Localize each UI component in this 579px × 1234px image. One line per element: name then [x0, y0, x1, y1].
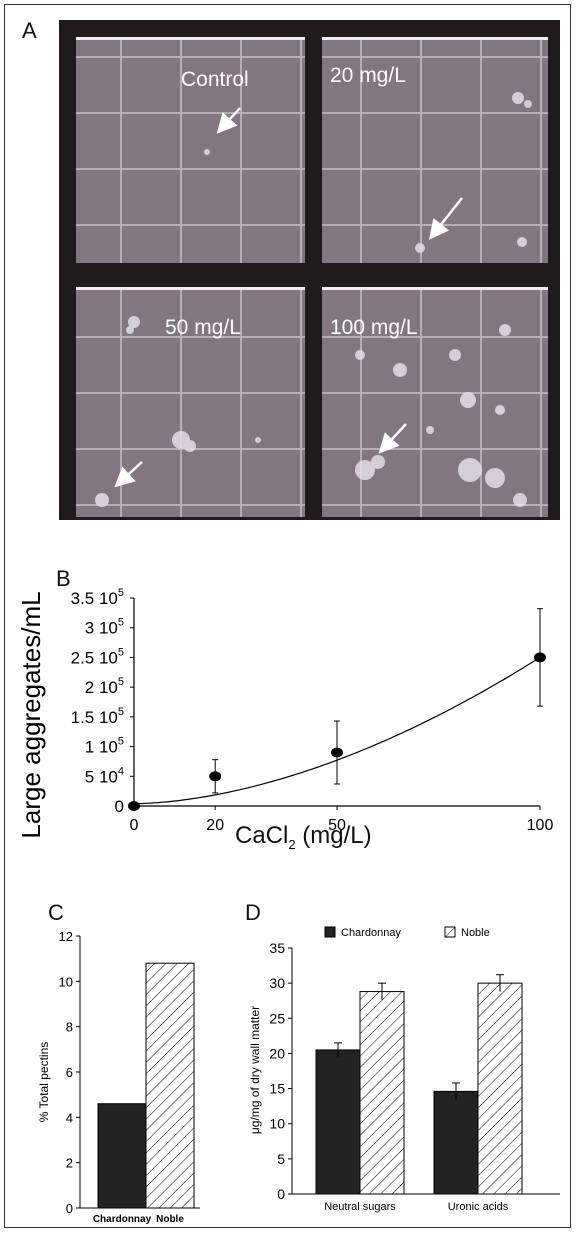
x-tick-label: 20 [206, 817, 224, 834]
panel-d-letter: D [245, 900, 261, 925]
micrograph-50 [76, 287, 305, 517]
y-tick-label: 25 [269, 1010, 285, 1026]
category-label: Neutral sugars [324, 1201, 396, 1213]
x-tick-label: 50 [328, 817, 346, 834]
y-tick-label: 0 [115, 797, 124, 816]
y-tick-label: 3 105 [85, 617, 124, 638]
y-tick-label: 1.5 105 [71, 706, 124, 727]
y-tick-label: 4 [66, 1110, 73, 1125]
xlabel-sub: 2 [288, 836, 296, 852]
micrograph-control [76, 37, 305, 263]
bar-chardonnay [433, 1090, 479, 1195]
panel-a-micrographs: Control 20 mg/L 50 mg/L 100 mg/L [59, 20, 560, 520]
panel-b-errorbars [212, 608, 543, 794]
label-100: 100 mg/L [330, 316, 418, 339]
bar-noble [359, 991, 405, 1195]
label-control: Control [181, 68, 249, 91]
category-label: Uronic acids [448, 1201, 509, 1213]
xlabel-tail: (mg/L) [295, 822, 372, 849]
y-tick-label: 12 [59, 929, 73, 944]
x-tick-label: 0 [130, 817, 139, 834]
legend-label: Noble [461, 927, 490, 939]
y-tick-label: 5 [277, 1151, 285, 1167]
arrows [114, 107, 463, 488]
bar-chardonnay [97, 1103, 147, 1209]
y-tick-label: 35 [269, 940, 285, 956]
bar-noble [145, 962, 195, 1209]
y-tick-label: 8 [66, 1020, 73, 1035]
panel-b-chart: Large aggregates/mL 0 5 104 1 105 1.5 105 2 … [16, 587, 553, 839]
panel-b-xticks: 0 20 50 100 [130, 806, 554, 834]
label-50: 50 mg/L [165, 316, 241, 339]
panel-a-letter: A [22, 18, 37, 43]
y-tick-label: 10 [269, 1116, 285, 1132]
panel-d-chart: μg/mg of dry wall matter 05101520253035 … [248, 926, 560, 1213]
panel-b-ylabel: Large aggregates/mL [16, 591, 46, 838]
xlabel-main: CaCl [235, 822, 289, 849]
category-label: Chardonnay [93, 1214, 152, 1225]
y-tick-label: 3.5 105 [71, 587, 124, 608]
panel-b-yticks: 0 5 104 1 105 1.5 105 2 105 2.5 105 3 105 3.5 1… [71, 587, 134, 816]
panel-c-ylabel: % Total pectins [37, 1042, 51, 1123]
bar-chardonnay [315, 1049, 361, 1195]
aggregates [95, 92, 532, 507]
panel-b-xlabel: CaCl2 (mg/L) [235, 822, 372, 852]
data-point [209, 771, 222, 782]
y-tick-label: 1 105 [85, 736, 124, 757]
y-tick-label: 5 104 [85, 765, 124, 786]
label-20: 20 mg/L [330, 64, 406, 87]
y-tick-label: 15 [269, 1081, 285, 1097]
x-tick-label: 100 [527, 817, 554, 834]
panel-b-points [128, 652, 546, 811]
legend-label: Chardonnay [341, 927, 401, 939]
data-point [128, 801, 140, 811]
y-tick-label: 0 [66, 1201, 73, 1216]
data-point [534, 652, 546, 663]
panel-d-ylabel: μg/mg of dry wall matter [248, 1006, 262, 1134]
y-tick-label: 2 105 [85, 676, 124, 697]
y-tick-label: 20 [269, 1045, 285, 1061]
y-tick-label: 0 [277, 1186, 285, 1202]
y-tick-label: 10 [59, 974, 73, 989]
y-tick-label: 2.5 105 [71, 646, 124, 667]
legend-swatch [444, 926, 456, 938]
data-point [331, 747, 343, 758]
figure-frame [4, 4, 571, 1228]
y-tick-label: 6 [66, 1065, 73, 1080]
y-tick-label: 30 [269, 975, 285, 991]
y-tick-label: 2 [66, 1156, 73, 1171]
category-label: Noble [156, 1214, 184, 1225]
panel-d-legend: Chardonnay Noble [324, 926, 490, 939]
panel-b-letter: B [56, 566, 71, 591]
micrograph-100 [322, 287, 548, 517]
bar-noble [477, 982, 523, 1195]
panel-c-letter: C [48, 900, 64, 925]
panel-c-chart: % Total pectins 0 2 4 6 8 10 12 Chardonnay Nobl… [37, 929, 200, 1225]
legend-swatch [324, 926, 336, 938]
